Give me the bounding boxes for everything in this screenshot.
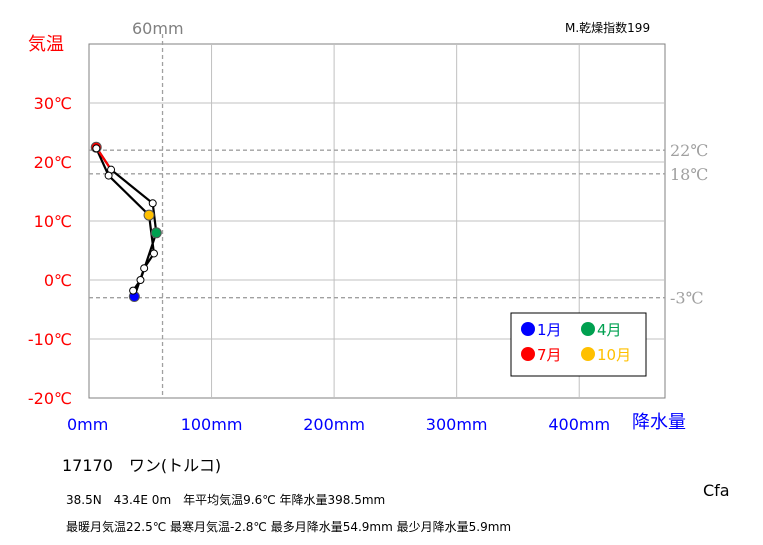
- grid-lines: [89, 44, 665, 398]
- top-marker-label: 60mm: [132, 19, 184, 38]
- reference-label: -3℃: [670, 289, 703, 308]
- station-info-line2: 最暖月気温22.5℃ 最寒月気温-2.8℃ 最多月降水量54.9mm 最少月降水…: [66, 520, 512, 534]
- month-point-10: [143, 209, 155, 221]
- legend-label: 1月: [537, 321, 562, 339]
- reference-lines: 22℃ 18℃ -3℃: [89, 34, 708, 398]
- reference-label: 18℃: [670, 165, 708, 184]
- month-point-8: [92, 144, 101, 153]
- month-point-4: [150, 227, 162, 239]
- legend-box: [510, 312, 647, 377]
- x-tick-label: 300mm: [426, 415, 488, 434]
- legend-marker: [521, 347, 535, 361]
- y-tick-labels: 30℃ 20℃ 10℃ 0℃ -10℃ -20℃: [28, 94, 72, 408]
- legend-label: 7月: [537, 346, 562, 364]
- month-point-3: [136, 276, 145, 284]
- x-axis-label: 降水量: [632, 412, 686, 433]
- y-tick-label: 30℃: [34, 94, 72, 113]
- legend-label: 10月: [597, 346, 631, 364]
- station-title: 17170 ワン(トルコ): [62, 456, 222, 475]
- x-tick-label: 200mm: [303, 415, 365, 434]
- month-point-5: [148, 199, 157, 208]
- y-tick-label: 20℃: [34, 153, 72, 172]
- y-tick-label: -10℃: [28, 330, 72, 349]
- reference-label: 22℃: [670, 141, 708, 160]
- legend-marker: [581, 347, 595, 361]
- month-point-11: [149, 249, 158, 258]
- x-tick-labels: 0mm 100mm 200mm 300mm 400mm: [67, 415, 610, 434]
- legend-marker: [581, 322, 595, 336]
- legend-marker: [521, 322, 535, 336]
- x-tick-label: 400mm: [548, 415, 610, 434]
- y-tick-label: -20℃: [28, 389, 72, 408]
- legend: 1月 4月 7月 10月: [510, 312, 647, 377]
- station-info-line1: 38.5N 43.4E 0m 年平均気温9.6℃ 年降水量398.5mm: [66, 493, 386, 507]
- y-tick-label: 0℃: [44, 271, 72, 290]
- legend-label: 4月: [597, 321, 622, 339]
- x-tick-label: 100mm: [181, 415, 243, 434]
- month-point-2: [129, 286, 138, 295]
- climate-series: [90, 141, 162, 303]
- dryness-index: M.乾燥指数199: [565, 20, 650, 35]
- y-axis-label: 気温: [28, 34, 64, 55]
- month-point-9: [104, 171, 113, 180]
- month-point-12: [140, 264, 149, 273]
- climate-class: Cfa: [703, 481, 730, 500]
- x-tick-label: 0mm: [67, 415, 108, 434]
- y-tick-label: 10℃: [34, 212, 72, 231]
